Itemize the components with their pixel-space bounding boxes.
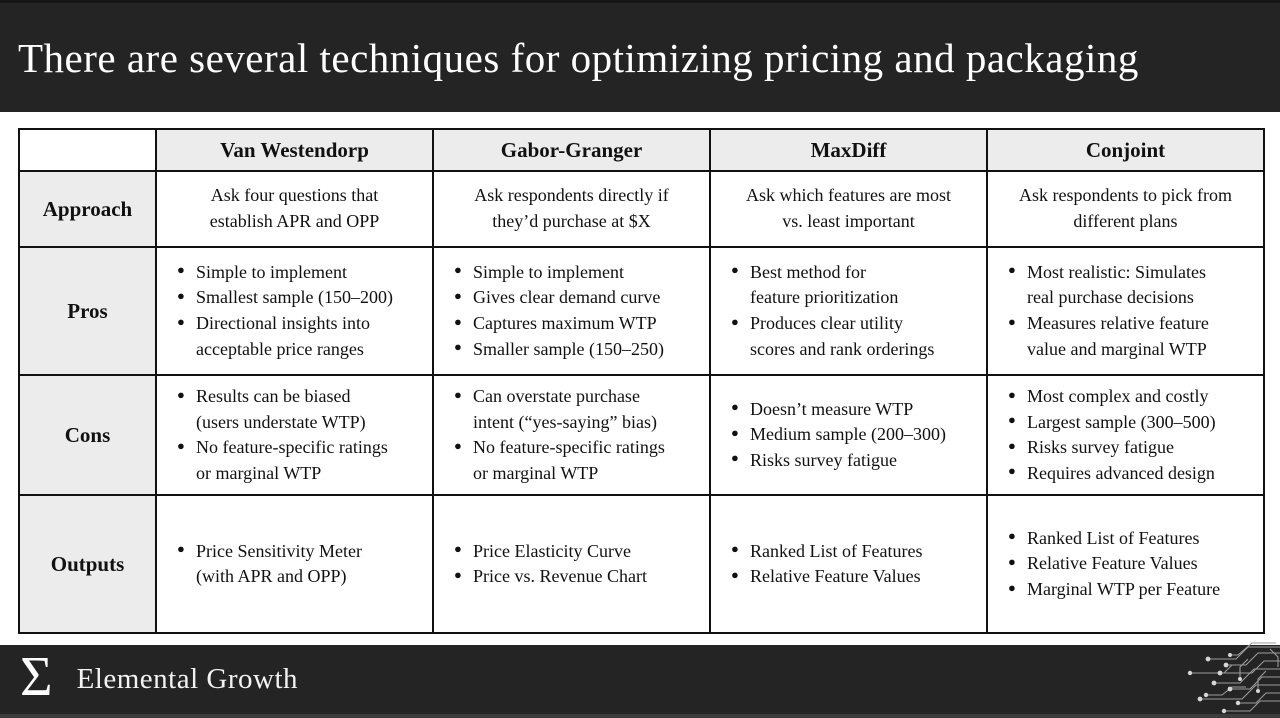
column-header-conjoint: Conjoint (986, 128, 1265, 172)
bullet-item: No feature-specific ratings or marginal … (177, 435, 424, 486)
cell-cons-maxdiff: Doesn’t measure WTP Medium sample (200–3… (709, 373, 988, 497)
cell-outputs-conjoint: Ranked List of Features Relative Feature… (986, 494, 1265, 635)
comparison-table: Van Westendorp Gabor-Granger MaxDiff Con… (18, 128, 1265, 635)
sigma-logo-icon: Σ (20, 645, 53, 708)
comparison-table-wrap: Van Westendorp Gabor-Granger MaxDiff Con… (18, 128, 1265, 635)
cell-pros-van-westendorp: Simple to implement Smallest sample (150… (155, 246, 434, 376)
cell-approach-maxdiff: Ask which features are most vs. least im… (709, 170, 988, 248)
bullet-item: Price Elasticity Curve (454, 539, 701, 565)
cell-outputs-van-westendorp: Price Sensitivity Meter (with APR and OP… (155, 494, 434, 635)
bullet-item: Simple to implement (454, 260, 701, 286)
bullet-item: Produces clear utility scores and rank o… (731, 311, 978, 362)
cons-row: Cons Results can be biased (users unders… (18, 373, 1265, 497)
bullet-item: No feature-specific ratings or marginal … (454, 435, 701, 486)
pros-row: Pros Simple to implement Smallest sample… (18, 246, 1265, 376)
bullet-item: Relative Feature Values (731, 564, 978, 590)
row-label-outputs: Outputs (18, 494, 157, 635)
row-label-cons: Cons (18, 373, 157, 497)
bullet-item: Price Sensitivity Meter (with APR and OP… (177, 539, 424, 590)
bullet-item: Captures maximum WTP (454, 311, 701, 337)
outputs-row: Outputs Price Sensitivity Meter (with AP… (18, 494, 1265, 635)
bullet-item: Marginal WTP per Feature (1008, 577, 1255, 603)
slide-title: There are several techniques for optimiz… (18, 34, 1139, 81)
bullet-item: Results can be biased (users understate … (177, 384, 424, 435)
column-header-maxdiff: MaxDiff (709, 128, 988, 172)
row-label-approach: Approach (18, 170, 157, 248)
title-bar: There are several techniques for optimiz… (0, 0, 1280, 112)
cell-cons-van-westendorp: Results can be biased (users understate … (155, 373, 434, 497)
cell-cons-gabor-granger: Can overstate purchase intent (“yes-sayi… (432, 373, 711, 497)
bullet-item: Best method for feature prioritization (731, 260, 978, 311)
cell-outputs-gabor-granger: Price Elasticity Curve Price vs. Revenue… (432, 494, 711, 635)
cell-approach-conjoint: Ask respondents to pick from different p… (986, 170, 1265, 248)
bullet-item: Risks survey fatigue (1008, 435, 1255, 461)
bullet-item: Ranked List of Features (731, 539, 978, 565)
row-label-pros: Pros (18, 246, 157, 376)
cell-pros-conjoint: Most realistic: Simulates real purchase … (986, 246, 1265, 376)
bullet-item: Requires advanced design (1008, 461, 1255, 487)
cell-outputs-maxdiff: Ranked List of Features Relative Feature… (709, 494, 988, 635)
bullet-item: Can overstate purchase intent (“yes-sayi… (454, 384, 701, 435)
bullet-item: Price vs. Revenue Chart (454, 564, 701, 590)
bullet-item: Most realistic: Simulates real purchase … (1008, 260, 1255, 311)
column-header-van-westendorp: Van Westendorp (155, 128, 434, 172)
bullet-item: Doesn’t measure WTP (731, 397, 978, 423)
cell-pros-maxdiff: Best method for feature prioritization P… (709, 246, 988, 376)
bullet-item: Medium sample (200–300) (731, 422, 978, 448)
cell-cons-conjoint: Most complex and costly Largest sample (… (986, 373, 1265, 497)
bullet-item: Measures relative feature value and marg… (1008, 311, 1255, 362)
header-row: Van Westendorp Gabor-Granger MaxDiff Con… (18, 128, 1265, 172)
column-header-gabor-granger: Gabor-Granger (432, 128, 711, 172)
bullet-item: Relative Feature Values (1008, 551, 1255, 577)
bullet-item: Most complex and costly (1008, 384, 1255, 410)
cell-approach-gabor-granger: Ask respondents directly if they’d purch… (432, 170, 711, 248)
corner-cell (18, 128, 157, 172)
brand-name: Elemental Growth (76, 663, 299, 695)
bullet-item: Risks survey fatigue (731, 448, 978, 474)
cell-approach-van-westendorp: Ask four questions that establish APR an… (155, 170, 434, 248)
bullet-item: Largest sample (300–500) (1008, 410, 1255, 436)
cell-pros-gabor-granger: Simple to implement Gives clear demand c… (432, 246, 711, 376)
circuit-traces-icon (1187, 642, 1280, 714)
bullet-item: Smaller sample (150–250) (454, 337, 701, 363)
footer-bar: Σ Elemental Growth (0, 642, 1280, 718)
bullet-item: Simple to implement (177, 260, 424, 286)
bullet-item: Gives clear demand curve (454, 285, 701, 311)
approach-row: Approach Ask four questions that establi… (18, 170, 1265, 248)
bullet-item: Directional insights into acceptable pri… (177, 311, 424, 362)
bullet-item: Smallest sample (150–200) (177, 285, 424, 311)
bullet-item: Ranked List of Features (1008, 526, 1255, 552)
